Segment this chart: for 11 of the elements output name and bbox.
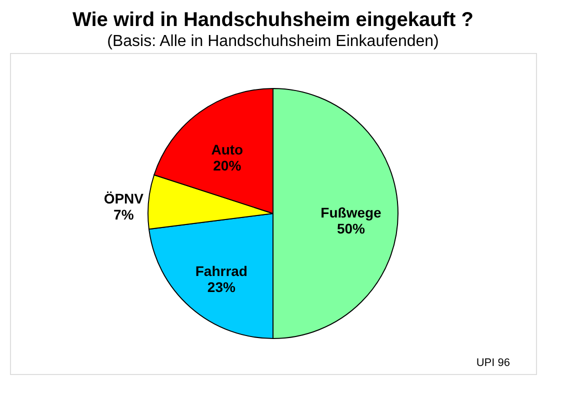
data-label: 50% [336,220,366,236]
data-label: 23% [207,279,236,296]
data-label: 20% [213,157,242,174]
data-label: 7% [114,206,134,222]
chart-title: Wie wird in Handschuhsheim eingekauft ? [72,9,474,31]
slice-label: ÖPNV [104,190,144,206]
text: UPI 96 [476,357,510,369]
slice-label: Fahrrad [195,263,248,280]
slice-label: Fußwege [320,204,382,220]
chart-subtitle: (Basis: Alle in Handschuhsheim Einkaufenden) [107,33,439,50]
slice-label: Auto [211,141,244,158]
